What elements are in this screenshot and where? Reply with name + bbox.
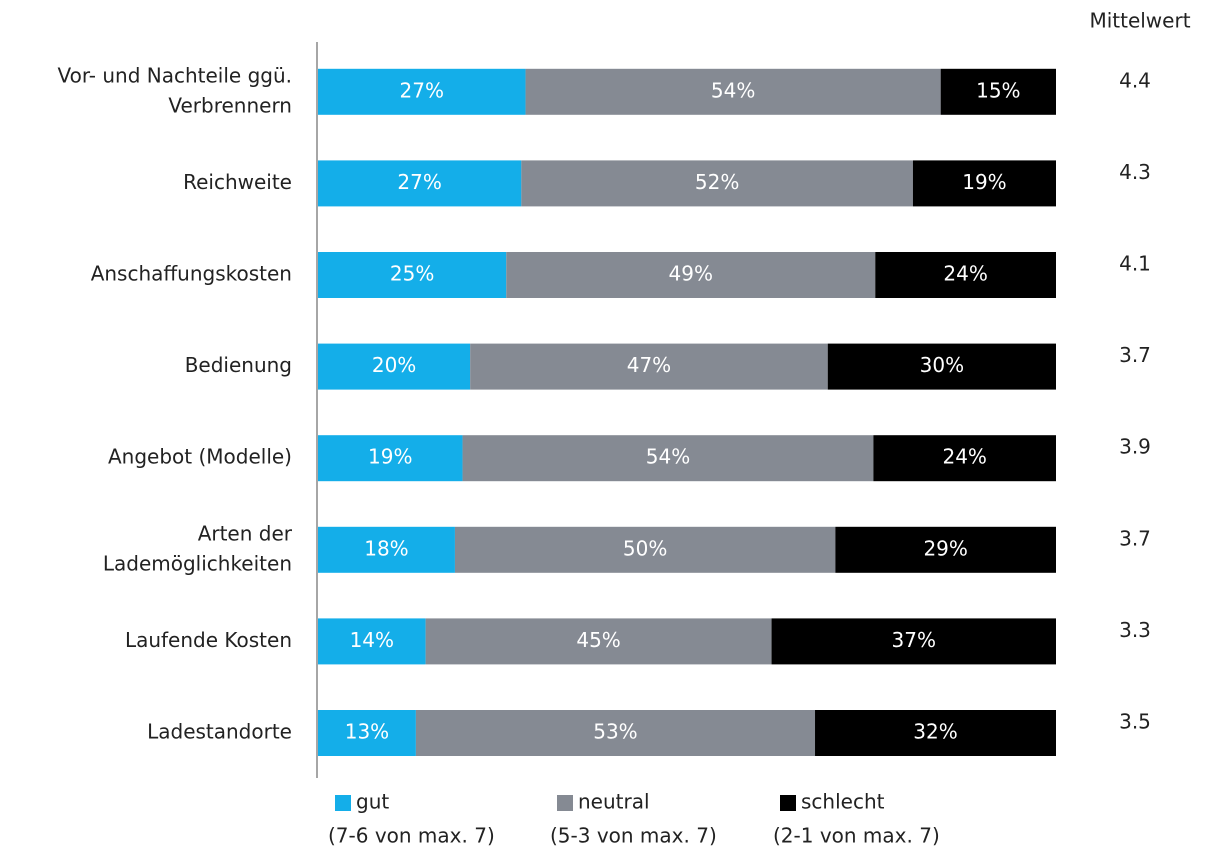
bar-segment [470,343,828,390]
value-label: 52% [695,170,739,194]
mean-title: Mittelwert [1089,9,1190,33]
value-label: 37% [892,628,936,652]
value-label: 49% [669,262,713,286]
category-label: Anschaffungskosten [91,262,292,286]
legend-label: schlecht [801,790,885,814]
bar-segment [873,435,1056,482]
value-label: 50% [623,536,667,560]
mean-value: 3.5 [1119,710,1151,734]
legend-label: gut [356,790,389,814]
mean-value: 3.7 [1119,343,1151,367]
bar-segment [506,252,876,298]
bar-segment [318,160,522,207]
value-label: 27% [400,78,444,102]
value-label: 15% [976,78,1020,102]
value-label: 47% [627,353,671,377]
bar-segment [318,710,416,756]
value-label: 25% [390,262,434,286]
mean-value: 4.4 [1119,68,1151,92]
category-label: Verbrennern [168,93,292,117]
category-label: Angebot (Modelle) [108,445,292,469]
value-label: 54% [711,78,755,102]
value-label: 32% [913,720,957,744]
bar-segment [415,710,816,756]
value-label: 13% [345,720,389,744]
legend-description: (5-3 von max. 7) [550,824,717,848]
value-label: 20% [372,353,416,377]
value-label: 27% [397,170,441,194]
bar-segment [912,160,1056,207]
bar-segment [940,68,1056,115]
mean-value: 4.1 [1119,252,1151,276]
category-label: Bedienung [185,353,292,377]
value-label: 14% [350,628,394,652]
value-label: 18% [364,536,408,560]
bar-segment [318,526,455,573]
legend-description: (7-6 von max. 7) [328,824,495,848]
value-label: 30% [920,353,964,377]
value-label: 24% [943,262,987,286]
bar-segment [318,435,463,482]
legend-swatch [335,795,351,811]
category-label: Lademöglichkeiten [103,551,292,575]
category-label: Laufende Kosten [125,628,292,652]
bar-segment [462,435,874,482]
bar-segment [815,710,1056,756]
bar-segment [454,526,836,573]
mean-value: 3.9 [1119,435,1151,459]
bar-segment [835,526,1056,573]
bar-segment [521,160,913,207]
category-label: Arten der [198,521,293,545]
bar-segment [827,343,1056,390]
bar-segment [771,618,1056,665]
category-label: Reichweite [183,170,292,194]
legend-description: (2-1 von max. 7) [773,824,940,848]
value-label: 45% [576,628,620,652]
mean-value: 4.3 [1119,160,1151,184]
bar-segment [318,68,526,115]
bar-segment [875,252,1056,298]
bar-segment [318,252,507,298]
mean-value: 3.7 [1119,526,1151,550]
value-label: 24% [942,445,986,469]
category-label: Vor- und Nachteile ggü. [57,63,292,87]
value-label: 53% [593,720,637,744]
value-label: 54% [646,445,690,469]
bar-segment [425,618,772,665]
bar-segment [525,68,941,115]
category-label: Ladestandorte [147,720,292,744]
bar-segment [318,343,471,390]
legend-label: neutral [578,790,650,814]
legend-swatch [780,795,796,811]
value-label: 19% [368,445,412,469]
bar-segment [318,618,426,665]
value-label: 19% [962,170,1006,194]
mean-value: 3.3 [1119,618,1151,642]
legend-swatch [557,795,573,811]
value-label: 29% [923,536,967,560]
